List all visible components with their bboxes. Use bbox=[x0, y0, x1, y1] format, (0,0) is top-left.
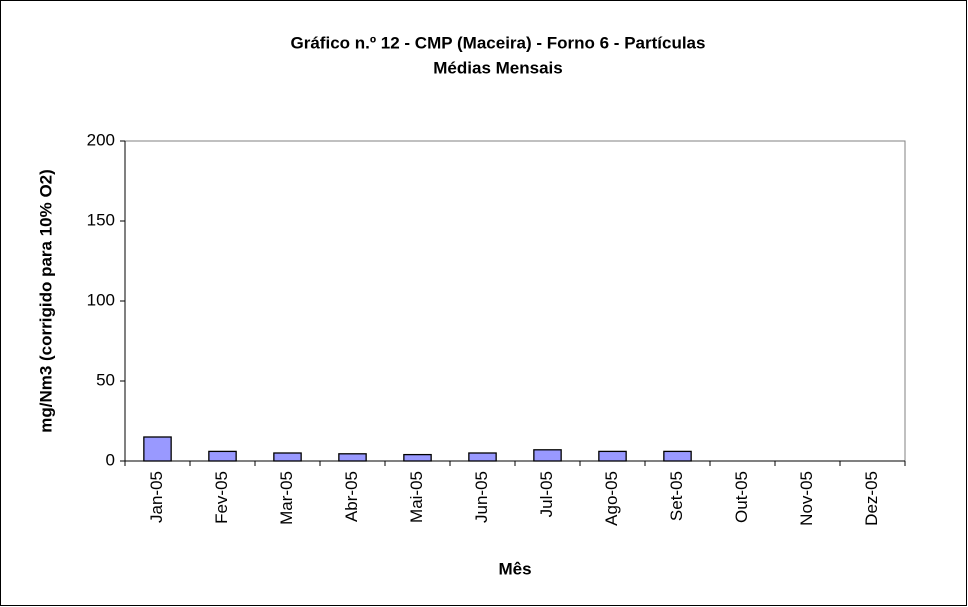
y-tick-label: 50 bbox=[96, 370, 115, 389]
x-tick-label: Set-05 bbox=[667, 471, 686, 521]
bar bbox=[663, 450, 692, 462]
x-tick-label: Jun-05 bbox=[472, 471, 491, 523]
bar bbox=[338, 453, 367, 462]
y-tick-label: 150 bbox=[87, 210, 115, 229]
bar bbox=[208, 450, 237, 462]
x-tick-label: Mai-05 bbox=[407, 471, 426, 523]
chart-title: Gráfico n.º 12 - CMP (Maceira) - Forno 6… bbox=[291, 33, 706, 52]
y-tick-label: 0 bbox=[106, 450, 115, 469]
x-tick-label: Ago-05 bbox=[602, 471, 621, 526]
x-tick-label: Dez-05 bbox=[862, 471, 881, 526]
x-tick-label: Out-05 bbox=[732, 471, 751, 523]
x-tick-label: Jul-05 bbox=[537, 471, 556, 517]
bar bbox=[403, 453, 432, 462]
y-tick-label: 100 bbox=[87, 290, 115, 309]
x-tick-label: Fev-05 bbox=[212, 471, 231, 524]
bar bbox=[598, 450, 627, 462]
chart-subtitle: Médias Mensais bbox=[433, 58, 562, 77]
bar bbox=[533, 449, 562, 462]
y-tick-label: 200 bbox=[87, 130, 115, 149]
x-tick-label: Jan-05 bbox=[147, 471, 166, 523]
x-tick-label: Mar-05 bbox=[277, 471, 296, 525]
bar bbox=[143, 436, 172, 462]
x-tick-label: Abr-05 bbox=[342, 471, 361, 522]
x-axis-label: Mês bbox=[498, 559, 531, 578]
bar bbox=[468, 452, 497, 462]
y-axis-label: mg/Nm3 (corrigido para 10% O2) bbox=[36, 169, 55, 433]
x-tick-label: Nov-05 bbox=[797, 471, 816, 526]
bar bbox=[273, 452, 302, 462]
